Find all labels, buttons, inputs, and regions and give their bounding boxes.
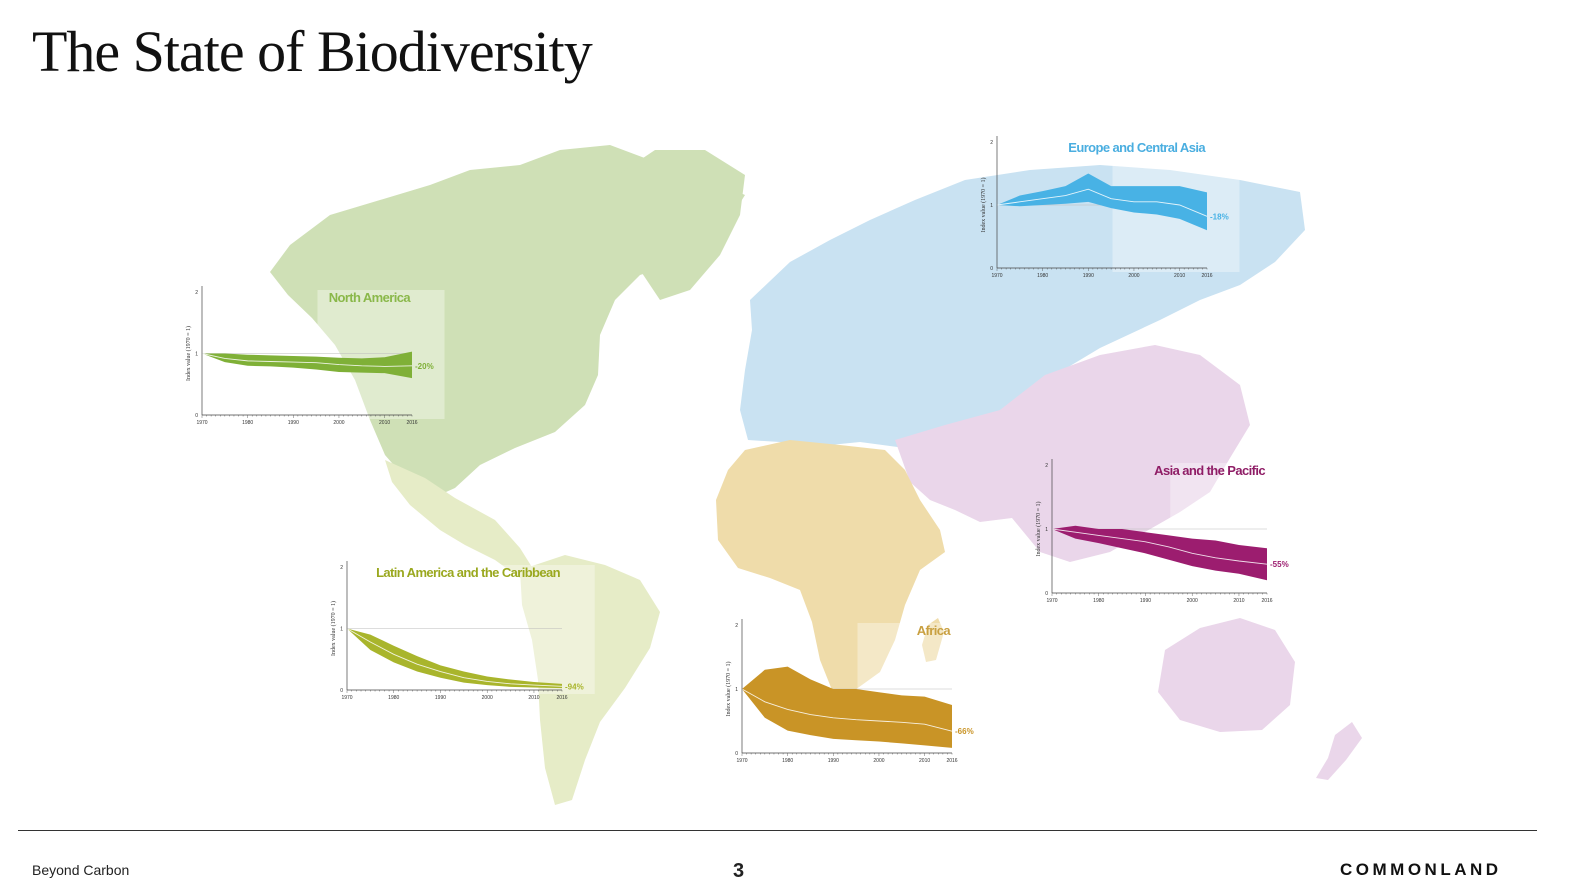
x-tick-label: 1980: [1037, 273, 1048, 279]
x-tick-label: 1990: [1140, 598, 1151, 604]
chart-title: Africa: [917, 623, 952, 638]
y-tick-label: 0: [735, 751, 738, 757]
region-new-zealand: [1316, 722, 1362, 780]
y-tick-label: 0: [990, 266, 993, 272]
end-value-label: -18%: [1210, 212, 1229, 221]
x-tick-label: 2000: [873, 758, 884, 764]
x-tick-label: 1990: [828, 758, 839, 764]
mean-line: [201, 353, 413, 367]
x-tick-label: 1990: [1083, 273, 1094, 279]
y-tick-label: 1: [1045, 527, 1048, 533]
region-europe-central-asia: [740, 165, 1305, 448]
y-tick-label: 0: [1045, 591, 1048, 597]
footer-caption: Beyond Carbon: [32, 862, 130, 878]
mean-line: [996, 188, 1208, 217]
x-tick-label: 1970: [341, 695, 352, 701]
y-tick-label: 1: [195, 352, 198, 358]
y-tick-label: 2: [1045, 463, 1048, 469]
brand-logo: COMMONLAND: [1340, 860, 1502, 879]
region-north-america: [270, 145, 745, 500]
y-tick-label: 2: [990, 140, 993, 146]
chart-svg: 1970 1980 1990 2000 2010 2016 0 1 2 Index value (…: [725, 619, 985, 764]
region-greenland: [610, 150, 745, 300]
x-tick-label: 2010: [1233, 598, 1244, 604]
page-number: 3: [733, 860, 745, 882]
chart-svg: 1970 1980 1990 2000 2010 2016 0 1 2 Index value (…: [1035, 459, 1300, 604]
x-tick-label: 1970: [736, 758, 747, 764]
mean-line: [1051, 528, 1268, 565]
confidence-band: [347, 628, 562, 689]
confidence-band: [1052, 525, 1267, 581]
end-value-label: -55%: [1270, 560, 1289, 569]
region-africa: [716, 440, 945, 690]
confidence-band: [997, 173, 1207, 231]
chart-title: North America: [329, 290, 412, 305]
x-tick-label: 1990: [435, 695, 446, 701]
x-tick-label: 1970: [991, 273, 1002, 279]
x-tick-label: 2010: [379, 420, 390, 426]
y-tick-label: 2: [735, 623, 738, 629]
x-tick-label: 2010: [1174, 273, 1185, 279]
x-tick-label: 1990: [288, 420, 299, 426]
end-value-label: -94%: [565, 682, 584, 691]
region-central-america: [385, 460, 535, 578]
slide-title: The State of Biodiversity: [32, 19, 593, 84]
chart-panel: [317, 290, 445, 419]
x-tick-label: 1970: [196, 420, 207, 426]
x-tick-label: 2016: [946, 758, 957, 764]
y-axis-label: Index value (1970 = 1): [725, 661, 732, 716]
chart-title: Europe and Central Asia: [1068, 140, 1206, 155]
x-tick-label: 1970: [1046, 598, 1057, 604]
x-tick-label: 1980: [388, 695, 399, 701]
chart-panel: [1170, 463, 1300, 597]
mean-line: [346, 628, 563, 687]
end-value-label: -20%: [415, 362, 434, 371]
y-tick-label: 1: [340, 627, 343, 633]
confidence-band: [202, 351, 412, 379]
x-tick-label: 2000: [1187, 598, 1198, 604]
confidence-band: [742, 666, 952, 748]
y-tick-label: 0: [195, 413, 198, 419]
x-tick-label: 2016: [1201, 273, 1212, 279]
x-tick-label: 2000: [333, 420, 344, 426]
x-tick-label: 2010: [919, 758, 930, 764]
x-tick-label: 2010: [528, 695, 539, 701]
y-tick-label: 1: [990, 203, 993, 209]
x-tick-label: 2000: [482, 695, 493, 701]
y-axis-label: Index value (1970 = 1): [980, 177, 987, 232]
chart-title: Asia and the Pacific: [1154, 463, 1265, 478]
region-australia: [1158, 618, 1295, 732]
y-tick-label: 1: [735, 687, 738, 693]
chart-panel: [465, 565, 595, 694]
y-tick-label: 0: [340, 688, 343, 694]
mean-line: [741, 688, 953, 732]
x-tick-label: 2016: [1261, 598, 1272, 604]
end-value-label: -66%: [955, 727, 974, 736]
y-tick-label: 2: [195, 290, 198, 296]
chart-svg: 1970 1980 1990 2000 2010 2016 0 1 2 Index value (…: [980, 136, 1240, 279]
x-tick-label: 1980: [782, 758, 793, 764]
y-axis-label: Index value (1970 = 1): [330, 601, 337, 656]
y-axis-label: Index value (1970 = 1): [1035, 501, 1042, 556]
chart-svg: 1970 1980 1990 2000 2010 2016 0 1 2 Index value (…: [185, 286, 445, 426]
x-tick-label: 1980: [242, 420, 253, 426]
y-axis-label: Index value (1970 = 1): [185, 326, 192, 381]
footer-divider: [18, 830, 1537, 831]
x-tick-label: 2016: [406, 420, 417, 426]
x-tick-label: 1980: [1093, 598, 1104, 604]
y-tick-label: 2: [340, 565, 343, 571]
region-south-america: [520, 555, 660, 805]
x-tick-label: 2016: [556, 695, 567, 701]
x-tick-label: 2000: [1128, 273, 1139, 279]
region-madagascar: [922, 618, 944, 662]
chart-svg: 1970 1980 1990 2000 2010 2016 0 1 2 Index value (…: [330, 561, 595, 701]
region-asia-pacific: [895, 345, 1250, 562]
chart-title: Latin America and the Caribbean: [376, 565, 561, 580]
